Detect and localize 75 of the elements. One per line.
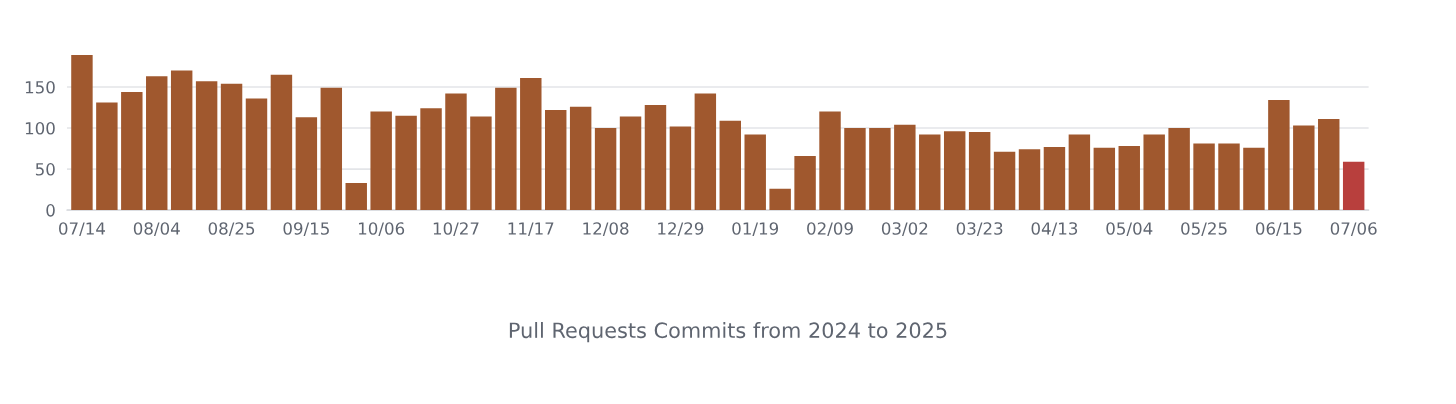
bar bbox=[1268, 100, 1290, 211]
y-tick-label: 100 bbox=[25, 121, 55, 135]
x-tick-label: 06/15 bbox=[1255, 222, 1302, 237]
bar bbox=[919, 134, 941, 211]
x-tick-label: 10/27 bbox=[433, 222, 479, 237]
x-tick-label: 12/08 bbox=[583, 222, 629, 237]
x-tick-label: 07/14 bbox=[59, 222, 106, 237]
bar bbox=[719, 120, 741, 211]
bar bbox=[1068, 134, 1091, 211]
bar bbox=[1318, 118, 1340, 211]
bar bbox=[968, 132, 991, 211]
bar bbox=[1218, 143, 1240, 211]
x-tick-label: 09/15 bbox=[283, 222, 329, 237]
x-tick-label: 08/04 bbox=[133, 222, 180, 237]
bar bbox=[495, 87, 517, 211]
bar bbox=[220, 83, 243, 211]
bar bbox=[1118, 146, 1140, 211]
bar bbox=[420, 108, 442, 211]
bar bbox=[545, 109, 567, 211]
bar bbox=[894, 124, 916, 211]
x-tick-label: 10/06 bbox=[358, 222, 405, 237]
x-tick-label: 01/19 bbox=[732, 222, 779, 237]
bar bbox=[869, 128, 891, 211]
x-tick-label: 07/06 bbox=[1330, 222, 1377, 237]
x-tick-label: 03/23 bbox=[956, 222, 1003, 237]
bar bbox=[295, 117, 318, 211]
bar bbox=[819, 111, 841, 211]
bar bbox=[619, 116, 642, 211]
bar bbox=[1018, 149, 1041, 211]
bar bbox=[370, 111, 392, 211]
bar bbox=[993, 151, 1016, 211]
bar bbox=[1143, 134, 1165, 211]
bar bbox=[270, 74, 293, 211]
bar bbox=[1293, 125, 1315, 211]
bar bbox=[1168, 128, 1190, 211]
bar bbox=[395, 115, 417, 211]
x-tick-label: 11/17 bbox=[508, 222, 554, 237]
bar bbox=[669, 126, 692, 211]
y-tick-label: 150 bbox=[25, 80, 55, 94]
bar bbox=[320, 87, 343, 211]
bar bbox=[245, 98, 268, 211]
bar bbox=[1093, 147, 1116, 211]
bar bbox=[943, 131, 966, 211]
x-tick-label: 08/25 bbox=[208, 222, 255, 237]
bar bbox=[121, 91, 143, 211]
bar bbox=[694, 93, 717, 211]
bar bbox=[1043, 146, 1066, 211]
bar bbox=[1243, 147, 1265, 211]
bar bbox=[470, 116, 492, 211]
x-tick-label: 02/09 bbox=[807, 222, 853, 237]
bar bbox=[71, 54, 93, 211]
x-tick-label: 04/13 bbox=[1031, 222, 1078, 237]
bar bbox=[744, 134, 766, 211]
bar bbox=[794, 155, 816, 211]
bar bbox=[594, 128, 617, 211]
y-tick-label: 50 bbox=[35, 163, 55, 176]
bar bbox=[195, 81, 218, 211]
x-tick-label: 03/02 bbox=[881, 222, 928, 237]
bar bbox=[644, 105, 667, 211]
bar bbox=[445, 93, 467, 211]
bar bbox=[170, 70, 193, 211]
bar bbox=[569, 106, 592, 211]
x-tick-label: 05/25 bbox=[1181, 222, 1227, 237]
bar bbox=[520, 77, 542, 211]
bar bbox=[146, 76, 168, 211]
bar bbox=[96, 102, 118, 211]
y-tick-label: 0 bbox=[46, 204, 55, 217]
bar bbox=[1342, 161, 1365, 211]
x-tick-label: 12/29 bbox=[658, 222, 704, 237]
bar bbox=[1193, 143, 1215, 211]
text: Pull Requests Commits from 2024 to 2025 bbox=[509, 322, 947, 343]
bar bbox=[844, 128, 866, 211]
bar bbox=[345, 183, 367, 211]
x-tick-label: 05/04 bbox=[1106, 222, 1153, 237]
bar bbox=[769, 188, 791, 211]
